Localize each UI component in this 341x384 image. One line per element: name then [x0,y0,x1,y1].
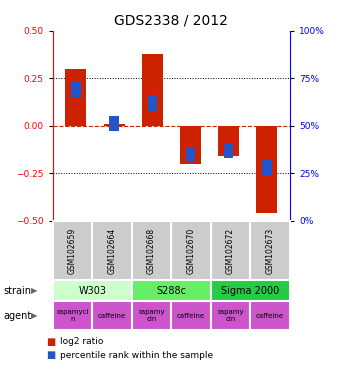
Bar [104,124,124,126]
Text: W303: W303 [78,286,106,296]
Text: GSM102673: GSM102673 [266,227,275,274]
Text: GSM102659: GSM102659 [68,227,77,274]
Bar [186,147,195,162]
Bar [250,301,290,330]
Text: Sigma 2000: Sigma 2000 [221,286,280,296]
Text: ▶: ▶ [31,286,38,295]
Bar [132,280,211,301]
Text: strain: strain [3,286,31,296]
Text: ■: ■ [46,337,55,347]
Bar [211,301,250,330]
Bar [171,301,211,330]
Text: agent: agent [3,311,32,321]
Bar [180,126,201,164]
Text: rapamyci
n: rapamyci n [56,310,89,322]
Bar [218,126,239,156]
Bar [211,280,290,301]
Text: log2 ratio: log2 ratio [60,337,103,346]
Bar [224,143,234,158]
Text: caffeine: caffeine [256,313,284,319]
Bar [256,126,278,213]
Bar [71,82,80,97]
Bar [132,301,171,330]
Text: GSM102664: GSM102664 [108,227,117,274]
Text: GSM102668: GSM102668 [147,227,156,274]
Text: GSM102670: GSM102670 [187,227,196,274]
Bar [65,69,86,126]
Text: ■: ■ [46,350,55,360]
Bar [109,116,119,131]
Bar [148,95,157,111]
Text: ▶: ▶ [31,311,38,320]
Bar [142,53,163,126]
Text: S288c: S288c [157,286,186,296]
Text: GSM102672: GSM102672 [226,227,235,274]
Text: rapamy
cin: rapamy cin [138,310,165,322]
Text: caffeine: caffeine [98,313,126,319]
Bar [53,280,132,301]
Bar [92,301,132,330]
Text: GDS2338 / 2012: GDS2338 / 2012 [114,13,227,27]
Text: rapamy
cin: rapamy cin [217,310,244,322]
Text: caffeine: caffeine [177,313,205,319]
Text: percentile rank within the sample: percentile rank within the sample [60,351,213,360]
Bar [262,160,272,175]
Bar [53,301,92,330]
